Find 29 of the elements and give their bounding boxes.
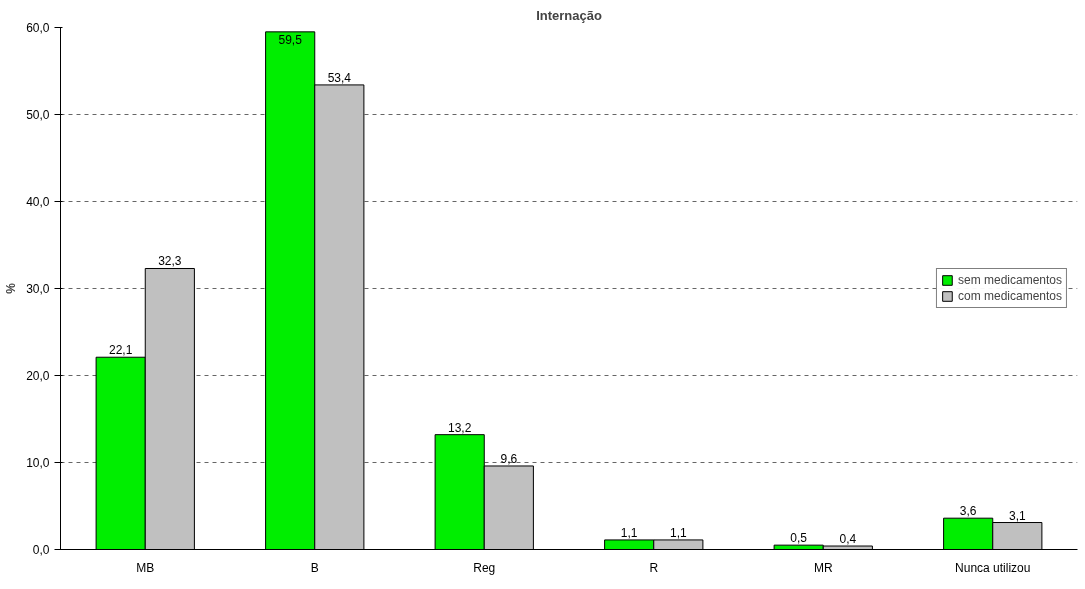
y-tick-label: 60,0	[26, 21, 50, 35]
x-tick-label: Nunca utilizou	[955, 560, 1031, 575]
x-tick-label: MB	[136, 560, 155, 575]
data-label: 22,1	[108, 343, 133, 358]
y-tick-label: 30,0	[26, 282, 50, 296]
y-tick-label: 10,0	[26, 456, 50, 470]
x-tick-label: Reg	[473, 560, 496, 575]
data-label: 1,1	[620, 525, 638, 540]
data-label: 3,1	[1008, 508, 1026, 523]
data-label: 9,6	[500, 451, 518, 466]
chart-title: Internação	[536, 7, 602, 23]
data-label: 1,1	[669, 525, 687, 540]
data-label: 59,5	[278, 32, 303, 47]
y-axis-title: %	[4, 282, 19, 294]
data-label: 3,6	[959, 504, 977, 519]
y-tick-label: 0,0	[32, 543, 50, 557]
y-tick-label: 40,0	[26, 195, 50, 209]
legend-label: sem medicamentos	[957, 273, 1062, 287]
data-label: 53,4	[327, 70, 352, 85]
data-label: 13,2	[447, 420, 472, 435]
legend-label: com medicamentos	[957, 289, 1062, 303]
y-tick-label: 50,0	[26, 108, 50, 122]
y-tick-label: 20,0	[26, 369, 50, 383]
x-tick-label: R	[649, 560, 659, 575]
data-label: 32,3	[158, 254, 182, 269]
data-label: 0,4	[839, 532, 857, 547]
x-tick-label: B	[310, 560, 319, 575]
data-label: 0,5	[790, 531, 808, 546]
x-tick-label: MR	[813, 560, 833, 575]
